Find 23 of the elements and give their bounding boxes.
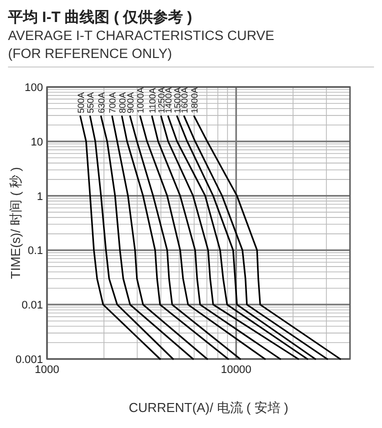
text: 1600A [180, 87, 190, 114]
text: 500A [76, 92, 86, 114]
text: 630A [96, 92, 107, 114]
y-tick-label: 0.1 [28, 245, 43, 258]
text: 550A [86, 92, 96, 114]
y-tick-label: 0.01 [22, 300, 43, 312]
text: 1800A [190, 87, 200, 114]
chart-title: 平均 I-T 曲线图 ( 仅供参考 ) [7, 9, 192, 26]
text: 800A [117, 92, 128, 114]
y-tick-label: 1 [36, 190, 43, 203]
text: 700A [108, 92, 118, 114]
y-tick-label: 10 [30, 136, 43, 148]
text: 1000A [136, 87, 146, 114]
text: 1100A [147, 88, 158, 114]
y-tick-label: 0.001 [15, 354, 43, 366]
x-axis-title: CURRENT(A)/ 电流 ( 安培 ) [128, 400, 288, 415]
chart-subtitle: AVERAGE I-T CHARACTERISTICS CURVE (FOR REFERENCE ONLY) [8, 28, 274, 61]
y-axis-title: TIME(s)/ 时间 ( 秒 ) [8, 167, 23, 279]
text: 900A [126, 92, 136, 114]
x-tick-label: 1000 [34, 364, 60, 376]
y-tick-label: 100 [24, 82, 43, 94]
text: 1400A [164, 87, 174, 114]
x-tick-label: 10000 [220, 364, 252, 376]
